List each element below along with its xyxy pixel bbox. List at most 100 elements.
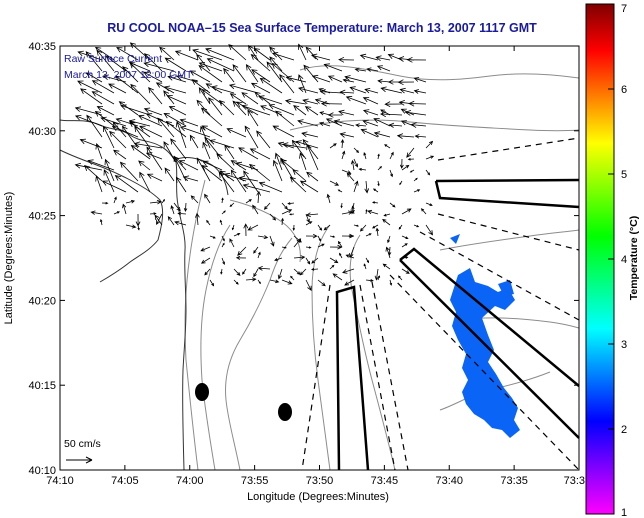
current-vector [344, 279, 355, 286]
current-vector [384, 144, 391, 149]
current-vector [200, 257, 211, 264]
current-vector [114, 175, 139, 193]
current-vector [349, 86, 367, 94]
current-vector [290, 275, 295, 281]
current-vector [329, 180, 340, 186]
current-vector [353, 180, 359, 193]
current-vector [298, 86, 319, 94]
current-vector [345, 95, 367, 105]
current-vector [163, 85, 187, 94]
current-vector [256, 130, 271, 149]
beam-edge [301, 284, 331, 471]
current-vector [216, 153, 235, 171]
y-axis-ticks: 40:10 40:15 40:20 40:25 40:30 40:35 [28, 41, 579, 477]
colorbar-tick-label: 2 [621, 424, 627, 436]
current-vector [173, 202, 181, 212]
current-vector [103, 169, 115, 193]
current-vector [408, 100, 427, 107]
current-vector [101, 180, 127, 193]
current-vector [221, 242, 225, 248]
current-vector [272, 159, 283, 182]
current-vector [425, 140, 434, 149]
current-vector [96, 49, 115, 72]
current-vector [129, 62, 151, 83]
current-vector [91, 80, 115, 94]
current-vector [310, 53, 331, 61]
radar-site-marker [195, 383, 209, 401]
current-vector [245, 199, 252, 204]
colorbar-label: Temperature (°C) [628, 216, 640, 301]
current-vector [305, 246, 312, 249]
contour-line [311, 224, 331, 471]
current-vector [257, 251, 261, 259]
current-vector [359, 53, 379, 61]
coastline-mainland [59, 119, 187, 471]
current-vector [99, 218, 103, 226]
current-vector [202, 160, 223, 171]
current-vector [377, 180, 380, 187]
current-vector [249, 148, 271, 160]
current-vector [183, 202, 188, 213]
y-tick-label: 40:35 [28, 41, 56, 53]
current-vector [380, 111, 403, 118]
current-vector [250, 54, 271, 72]
current-vector [77, 80, 103, 94]
current-vector [130, 144, 151, 160]
current-vector [122, 203, 127, 215]
current-vector [305, 212, 319, 218]
current-vector [251, 69, 271, 83]
current-vector [244, 125, 259, 149]
current-vector [389, 202, 396, 208]
current-vector [372, 224, 379, 229]
current-vector [205, 47, 235, 61]
beam-edge [389, 274, 580, 471]
current-vector [175, 120, 187, 149]
current-vector [266, 61, 283, 83]
current-vector [96, 106, 115, 116]
beam-outline-south [335, 285, 370, 471]
current-vector [350, 159, 355, 171]
current-vector [257, 235, 269, 240]
current-vector [159, 46, 175, 61]
current-vector [175, 176, 187, 193]
current-vector [299, 180, 319, 193]
current-vector [208, 97, 223, 116]
current-vector [375, 55, 391, 62]
y-tick-label: 40:20 [28, 295, 56, 307]
current-vector [329, 235, 336, 238]
y-axis: 40:10 40:15 40:20 40:25 40:30 40:35 Latitude … [3, 41, 579, 477]
current-vector [353, 158, 358, 168]
current-vector [220, 268, 223, 275]
y-tick-label: 40:30 [28, 126, 56, 138]
current-vector [125, 199, 136, 204]
current-vector [399, 87, 415, 94]
current-vectors [74, 42, 435, 291]
contour-line [439, 229, 580, 251]
current-vector [233, 279, 239, 285]
current-vector [247, 109, 259, 127]
current-vector [304, 106, 319, 116]
current-vector [285, 75, 307, 83]
current-vector [113, 211, 121, 215]
current-vector [232, 64, 247, 83]
current-vector [311, 74, 331, 83]
current-vector [282, 142, 307, 149]
current-vector [201, 89, 223, 105]
current-vector [337, 189, 343, 193]
current-vector [271, 62, 295, 83]
colorbar-tick-label: 1 [621, 507, 627, 518]
current-vector [113, 196, 117, 204]
current-vector [174, 220, 187, 226]
current-vector [281, 279, 293, 285]
current-vector [223, 67, 235, 83]
current-vector [195, 212, 200, 226]
current-vector [299, 268, 307, 276]
current-vector [189, 70, 211, 83]
current-vector [221, 197, 224, 204]
current-vector [200, 246, 211, 252]
colorbar-ticks: 1 2 3 4 5 6 7 [608, 3, 627, 518]
current-vector [245, 64, 259, 83]
current-vector [79, 138, 103, 149]
current-vector [305, 233, 318, 239]
current-vector [168, 106, 187, 116]
